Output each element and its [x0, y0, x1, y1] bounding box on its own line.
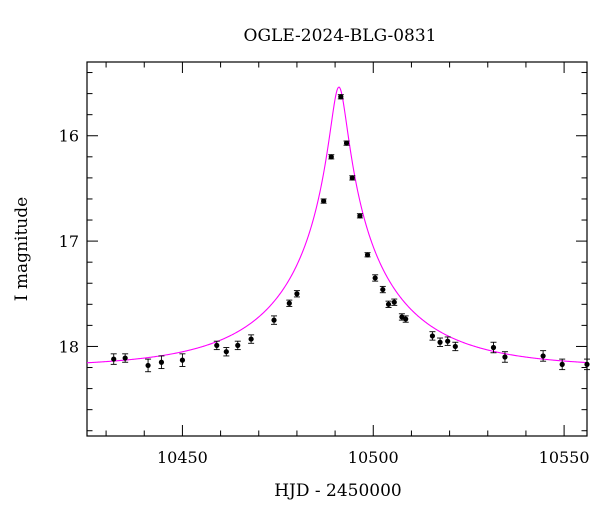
- data-point: [349, 175, 356, 181]
- data-marker: [294, 291, 300, 297]
- data-marker: [540, 353, 546, 359]
- data-marker: [235, 342, 241, 348]
- data-marker: [403, 316, 409, 322]
- data-point: [337, 94, 344, 100]
- data-point: [248, 334, 255, 344]
- data-point: [452, 341, 459, 352]
- data-point: [490, 341, 497, 354]
- data-marker: [179, 357, 186, 363]
- data-point: [391, 298, 398, 306]
- data-point: [501, 351, 508, 363]
- data-marker: [248, 336, 254, 342]
- plot-frame: [86, 61, 588, 437]
- data-marker: [502, 354, 508, 360]
- data-marker: [380, 286, 386, 293]
- data-point: [540, 350, 547, 362]
- data-marker: [429, 333, 436, 339]
- data-marker: [490, 344, 497, 351]
- data-marker: [357, 213, 363, 219]
- data-marker: [338, 94, 344, 100]
- data-marker: [364, 252, 371, 258]
- data-point: [402, 315, 409, 323]
- data-marker: [452, 343, 458, 350]
- data-marker: [145, 362, 151, 369]
- y-axis-label: I magnitude: [12, 197, 32, 301]
- data-point: [379, 285, 386, 294]
- data-marker: [584, 361, 590, 367]
- data-point: [364, 252, 371, 258]
- y-tick-label: 18: [59, 337, 79, 356]
- data-marker: [385, 301, 392, 307]
- y-tick-label: 17: [59, 232, 79, 251]
- data-point: [356, 213, 363, 219]
- data-marker: [349, 175, 355, 181]
- data-point: [223, 347, 230, 357]
- data-marker: [122, 355, 128, 361]
- data-marker: [223, 349, 229, 355]
- data-point: [444, 336, 451, 346]
- data-marker: [343, 140, 350, 146]
- data-marker: [391, 299, 397, 305]
- data-point: [343, 140, 350, 146]
- chart-title: OGLE-2024-BLG-0831: [244, 26, 437, 46]
- data-marker: [286, 300, 292, 306]
- data-marker: [158, 359, 165, 365]
- data-point: [145, 358, 152, 373]
- data-point: [385, 300, 392, 308]
- model-curve: [86, 86, 588, 364]
- data-marker: [321, 198, 327, 204]
- data-marker: [437, 339, 443, 345]
- data-point: [429, 331, 436, 341]
- data-point: [234, 340, 241, 351]
- data-point: [213, 340, 220, 351]
- axis-tick-labels: 10450 10500 10550 16 17 18: [59, 127, 590, 467]
- data-point: [328, 154, 335, 160]
- data-marker: [271, 317, 277, 323]
- data-point: [584, 358, 590, 371]
- data-marker: [445, 338, 451, 344]
- data-marker: [328, 154, 334, 160]
- data-marker: [111, 356, 117, 362]
- data-marker: [372, 275, 378, 281]
- data-point: [559, 358, 566, 371]
- x-tick-label: 10450: [157, 448, 208, 467]
- data-point: [372, 274, 379, 282]
- data-point: [286, 299, 293, 307]
- data-points: [110, 94, 590, 373]
- data-point: [293, 290, 300, 298]
- data-point: [158, 355, 165, 370]
- data-point: [320, 198, 327, 204]
- data-point: [271, 315, 278, 325]
- y-tick-label: 16: [59, 127, 79, 146]
- x-tick-label: 10550: [539, 448, 590, 467]
- data-point: [437, 337, 444, 347]
- axis-ticks: [87, 62, 587, 436]
- x-axis-label: HJD - 2450000: [274, 481, 402, 501]
- data-point: [179, 353, 186, 367]
- data-marker: [214, 342, 220, 348]
- data-marker: [559, 361, 565, 367]
- data-point: [110, 353, 117, 365]
- x-tick-label: 10500: [348, 448, 399, 467]
- data-point: [122, 353, 129, 363]
